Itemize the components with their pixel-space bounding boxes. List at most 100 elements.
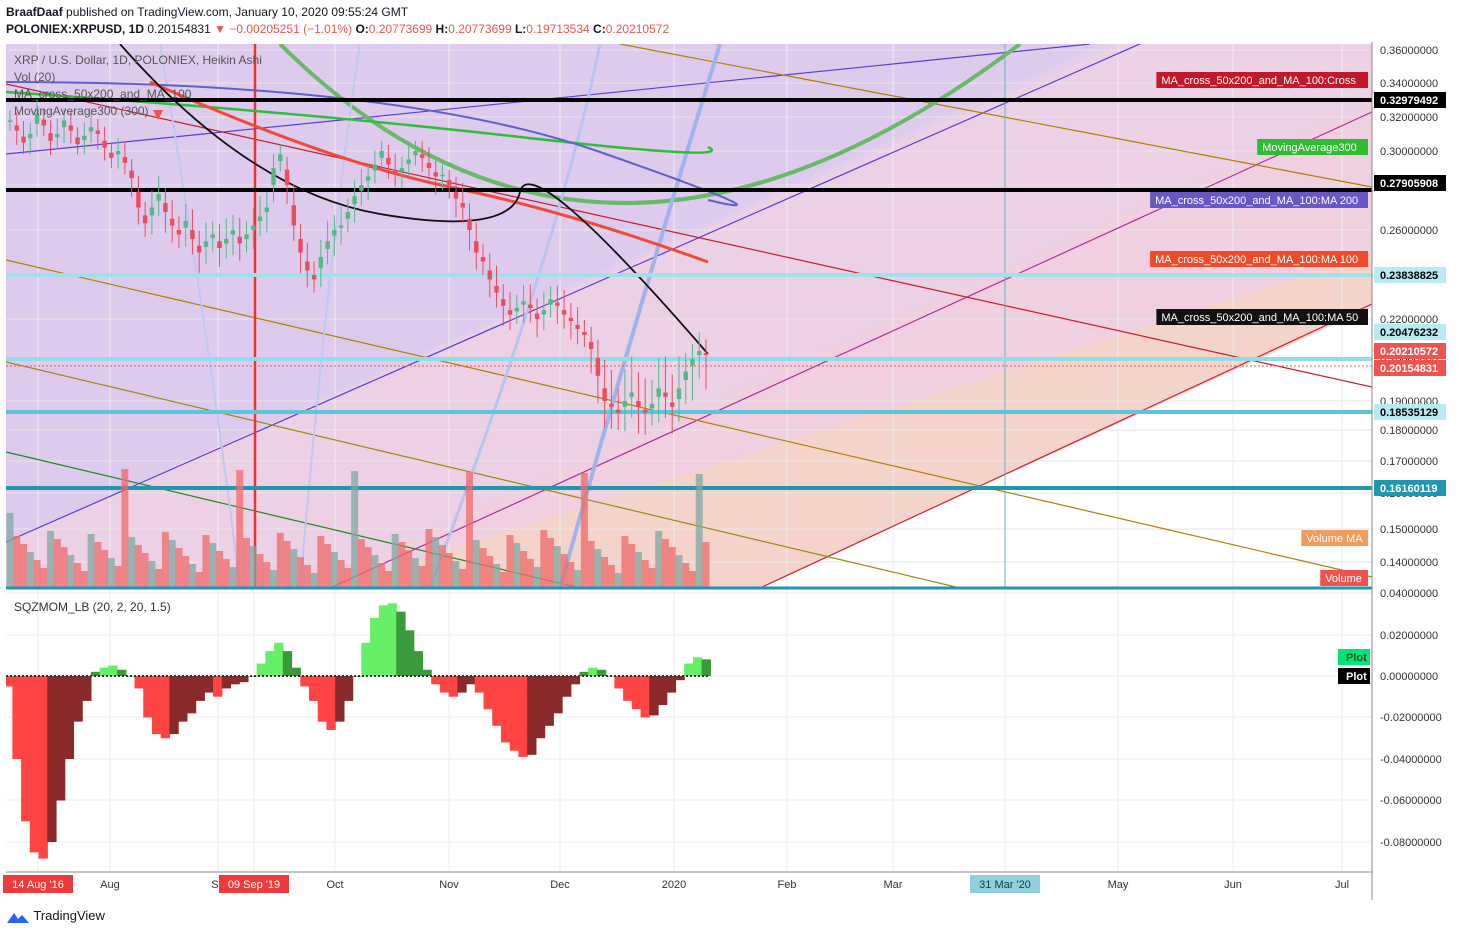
candle-body [670,402,675,407]
volume-bar [141,553,149,588]
volume-bar [533,567,541,588]
candle-body [48,133,53,141]
legend-ma300: MovingAverage300 (300) [14,104,149,118]
candle-body [487,270,492,280]
osc-tick-label: 0.04000000 [1380,588,1438,600]
volume-bar [263,562,271,588]
chart-canvas[interactable]: 0.36000000 0.34000000 0.32000000 0.30000000… [0,42,1458,900]
price-label-box [1374,343,1446,359]
sqzmom-bar [562,676,572,697]
plot-labels: Plot Plot [1338,649,1370,684]
sqzmom-bar [186,676,197,714]
sqzmom-bar [666,676,677,693]
symbol-name[interactable]: POLONIEX:XRPUSD, 1D [6,22,145,36]
candle-body [75,137,80,145]
sqzmom-bar [47,676,57,842]
volume-bar [161,532,169,588]
volume-bar [188,564,196,588]
candle-body [14,125,19,131]
candle-body [142,215,148,224]
tradingview-logo[interactable]: TradingView [6,908,105,924]
sqzmom-bar [649,676,659,716]
volume-bar [648,568,656,588]
volume-bar [357,539,365,588]
volume-bar [607,565,615,588]
sqzmom-bar [396,611,406,676]
candle-body [224,239,229,244]
time-marker-label: 09 Sep '19 [228,879,280,891]
time-marker-label: 14 Aug '16 [12,879,64,891]
tradingview-brand: TradingView [33,908,105,923]
price-label-box [1374,404,1446,420]
sqzmom-bar [239,676,249,683]
legend-ma-cross: MA_cross_50x200_and_MA_100 [14,87,192,101]
candle-body [413,151,418,156]
publisher-name[interactable]: BraafDaaf [6,5,63,19]
price-label-box [1374,267,1446,283]
series-label-box [1150,192,1368,208]
sqzmom-bar [544,676,554,726]
volume-bar [432,537,440,588]
open-label: O: [355,22,369,36]
volume-bar [60,547,68,588]
sqzmom-bar [378,605,389,676]
time-tick-label: Nov [439,879,459,891]
volume-bar [547,538,555,588]
candle-body [149,207,155,216]
volume-bar [628,544,636,588]
osc-tick-label: -0.04000000 [1380,754,1442,766]
volume-bar [418,566,426,588]
volume-bar [215,551,223,588]
candle-body [163,203,168,212]
candle-body [68,125,74,131]
candle-body [318,257,324,269]
candle-body [690,359,695,366]
sqzmom-bar [570,676,581,685]
volume-bar [270,570,278,588]
candle-body [88,127,94,132]
volume-bar [20,544,28,588]
candle-body [588,342,594,349]
candle-series [7,99,709,435]
candle-body [447,179,452,185]
candle-body [352,196,357,205]
osc-tick-label: -0.02000000 [1380,712,1442,724]
volume-bar [283,541,291,588]
sqzmom-bar [500,676,511,743]
candle-body [703,353,709,355]
price-label-text: 0.20210572 [1380,346,1438,358]
candle-body [291,205,297,226]
volume-bar [486,556,494,588]
candle-body [278,154,283,162]
tradingview-icon [7,912,29,923]
publish-info: BraafDaaf published on TradingView.com, … [6,5,408,19]
candle-body [305,261,310,271]
sqzmom-bar [335,676,345,722]
volume-bar [114,566,122,588]
sqzmom-bar [82,676,92,701]
candle-body [82,135,87,140]
candle-body [203,241,209,247]
volume-bar [553,546,561,588]
candle-body [406,159,411,164]
price-label-box [1374,324,1446,340]
volume-bar [249,546,257,588]
time-tick-label: 2020 [662,879,686,891]
candle-body [264,207,269,212]
candle-body [460,203,465,208]
volume-bar [317,536,325,588]
volume-bar [560,554,568,588]
volume-bar [594,549,602,588]
volume-bar [47,531,55,588]
candle-body [575,325,580,329]
sqzmom-bar [701,659,711,676]
volume-bar [540,530,548,588]
volume-bar [587,541,595,588]
candle-body [359,185,364,191]
series-label-box [1150,251,1368,267]
time-marker-label: 31 Mar '20 [979,879,1031,891]
volume-bar [506,535,514,588]
candle-body [244,234,249,239]
price-label-text: 0.27905908 [1380,178,1438,190]
volume-bar [391,534,399,588]
